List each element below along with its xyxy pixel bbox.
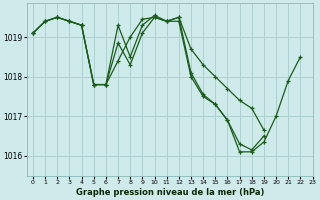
X-axis label: Graphe pression niveau de la mer (hPa): Graphe pression niveau de la mer (hPa) [76, 188, 264, 197]
